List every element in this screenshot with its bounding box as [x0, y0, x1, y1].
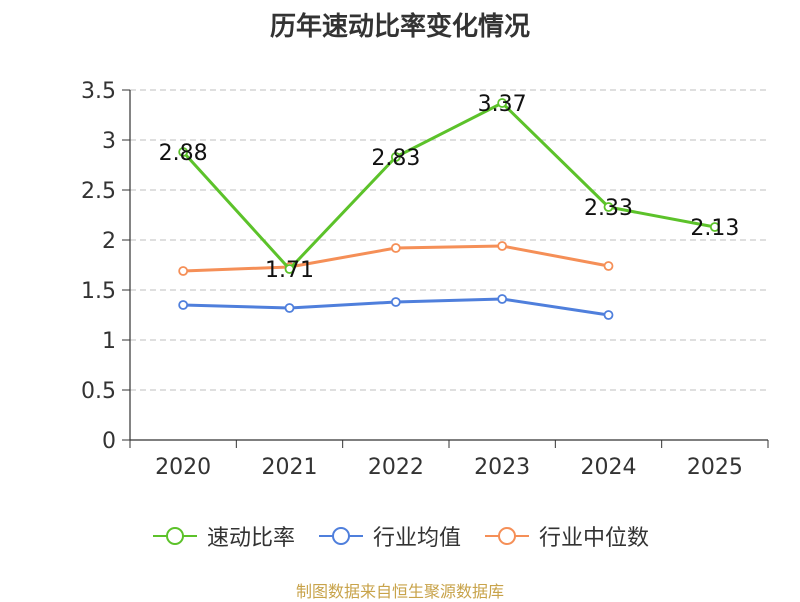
y-tick-label: 3.5	[81, 79, 116, 104]
data-point	[390, 152, 401, 162]
y-tick-label: 0	[102, 429, 116, 454]
legend-marker-industry-mean	[318, 527, 363, 545]
chart-title: 历年速动比率变化情况	[269, 12, 530, 42]
data-source-note: 制图数据来自恒生聚源数据库	[295, 582, 504, 601]
data-label: 2.88	[159, 141, 208, 166]
data-point	[178, 266, 189, 276]
legend-marker-industry-median	[485, 527, 529, 545]
y-tick-label: 1	[102, 329, 116, 354]
y-tick-label: 0.5	[81, 379, 116, 404]
series-line	[182, 101, 716, 271]
y-tick-label: 2.5	[81, 179, 116, 204]
legend-marker-quick-ratio	[152, 527, 197, 545]
x-tick-label: 2024	[581, 455, 637, 480]
legend-label-industry-median: 行业中位数	[539, 526, 650, 551]
label-layer: 2.88 1.71 2.83 3.37 2.33 2.13	[159, 92, 740, 283]
legend-item-industry-mean[interactable]: 行业均值	[317, 520, 461, 552]
axis-layer: 0 0.5 1 1.5 2 2.5 3 3.5 2020 2021 2022 2023 2024 2025	[81, 79, 769, 480]
y-tick-label: 1.5	[81, 279, 116, 304]
data-point	[603, 310, 614, 320]
data-point	[603, 261, 614, 271]
data-label: 3.37	[478, 92, 527, 117]
data-label: 2.13	[690, 216, 739, 241]
legend: 速动比率 行业均值 行业中位数	[0, 520, 800, 552]
x-tick-label: 2023	[474, 455, 530, 480]
legend-item-quick-ratio[interactable]: 速动比率	[151, 520, 295, 552]
data-point	[178, 300, 189, 310]
data-point	[709, 222, 720, 232]
x-tick-label: 2025	[687, 455, 743, 480]
y-tick-label: 2	[102, 229, 116, 254]
data-point	[390, 243, 401, 253]
data-label: 1.71	[265, 258, 314, 283]
x-tick-label: 2021	[262, 455, 318, 480]
data-point	[603, 202, 614, 212]
y-tick-label: 3	[102, 129, 116, 154]
data-point	[497, 98, 508, 108]
grid-layer	[130, 89, 768, 391]
series-layer	[178, 98, 720, 320]
data-label: 2.33	[584, 196, 633, 221]
data-point	[497, 241, 508, 251]
legend-item-industry-median[interactable]: 行业中位数	[483, 520, 649, 552]
x-tick-label: 2020	[155, 455, 211, 480]
data-point	[284, 264, 295, 274]
data-point	[284, 303, 295, 313]
data-point	[497, 294, 508, 304]
legend-label-industry-mean: 行业均值	[372, 526, 461, 551]
data-point	[390, 297, 401, 307]
data-point	[178, 147, 189, 157]
legend-label-quick-ratio: 速动比率	[206, 526, 295, 551]
x-tick-label: 2022	[368, 455, 424, 480]
data-label: 2.83	[371, 146, 420, 171]
